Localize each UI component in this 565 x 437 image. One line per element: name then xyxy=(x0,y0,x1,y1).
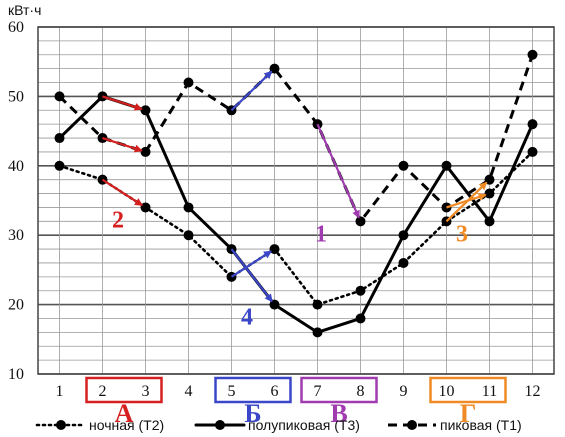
data-point xyxy=(484,188,495,199)
month-group-letter: А xyxy=(115,399,134,428)
annotation-arrow xyxy=(102,136,143,153)
data-point xyxy=(398,257,409,268)
x-tick-label: 11 xyxy=(482,383,497,400)
x-tick-label: 5 xyxy=(228,383,236,400)
data-point xyxy=(527,49,538,60)
data-point xyxy=(441,160,452,171)
data-point xyxy=(484,216,495,227)
plot-frame xyxy=(37,26,555,375)
x-tick-label: 9 xyxy=(400,383,408,400)
month-group-letter: В xyxy=(330,399,347,428)
y-tick-label: 30 xyxy=(8,227,24,244)
data-point xyxy=(54,133,65,144)
data-point xyxy=(140,202,151,213)
legend-marker xyxy=(56,420,66,430)
annotation-number: 1 xyxy=(315,221,327,247)
x-tick-label: 3 xyxy=(142,383,150,400)
data-point xyxy=(355,285,366,296)
data-point xyxy=(527,119,538,130)
annotation-arrow xyxy=(230,70,273,112)
data-point xyxy=(183,77,194,88)
legend: ночная (Т2) полупиковая (Т3) пиковая (Т1) xyxy=(35,417,522,433)
annotation-arrow xyxy=(316,123,360,219)
x-tick-label: 7 xyxy=(314,383,322,400)
month-group-letter: Г xyxy=(460,399,477,428)
y-tick-label: 10 xyxy=(8,366,24,383)
legend-label: пиковая (Т1) xyxy=(440,417,522,433)
data-point xyxy=(312,299,323,310)
annotation-arrows: 2 4 1 3 xyxy=(101,70,488,331)
data-point xyxy=(140,146,151,157)
annotation-arrow xyxy=(101,178,143,207)
x-tick-label: 8 xyxy=(357,383,365,400)
y-tick-label: 40 xyxy=(8,158,24,175)
data-point xyxy=(183,202,194,213)
annotation-arrow xyxy=(230,250,272,278)
data-point xyxy=(269,244,280,255)
x-tick-labels: 1 2 3 4 5 6 7 8 9 10 11 12 xyxy=(56,383,541,400)
month-group-box xyxy=(214,376,292,404)
annotation-arrow xyxy=(446,193,487,209)
data-point xyxy=(312,327,323,338)
data-point xyxy=(355,216,366,227)
month-group-box xyxy=(300,376,378,404)
x-tick-label: 4 xyxy=(185,383,193,400)
data-point xyxy=(398,160,409,171)
annotation-number: 4 xyxy=(241,305,253,331)
annotation-number: 2 xyxy=(112,207,124,233)
data-point xyxy=(355,313,366,324)
y-axis-unit-label: кВт·ч xyxy=(8,2,41,18)
data-point xyxy=(398,230,409,241)
legend-marker xyxy=(215,420,225,430)
annotation-arrow xyxy=(230,248,273,303)
y-tick-label: 50 xyxy=(8,88,24,105)
data-point xyxy=(54,160,65,171)
series-line-dotted xyxy=(58,150,534,306)
x-tick-label: 1 xyxy=(56,383,64,400)
legend-label: полупиковая (Т3) xyxy=(248,417,360,433)
x-tick-label: 6 xyxy=(271,383,279,400)
data-point xyxy=(54,91,65,102)
y-tick-label: 20 xyxy=(8,297,24,314)
data-point xyxy=(183,230,194,241)
data-point xyxy=(140,105,151,116)
x-tick-label: 12 xyxy=(525,383,541,400)
month-group-box xyxy=(85,376,163,404)
month-group-box xyxy=(429,376,507,404)
y-tick-labels: 10 20 30 40 50 60 xyxy=(8,19,24,383)
series-line-solid xyxy=(58,94,534,334)
annotation-number: 3 xyxy=(456,221,468,247)
legend-label: ночная (Т2) xyxy=(89,417,164,433)
annotation-arrow xyxy=(102,95,143,111)
month-group-letter: Б xyxy=(244,399,261,428)
legend-marker xyxy=(407,420,417,430)
y-tick-label: 60 xyxy=(8,19,24,36)
x-tick-label: 10 xyxy=(439,383,455,400)
x-tick-label: 2 xyxy=(99,383,107,400)
data-point xyxy=(527,146,538,157)
month-group-boxes: А Б В Г xyxy=(85,376,507,428)
